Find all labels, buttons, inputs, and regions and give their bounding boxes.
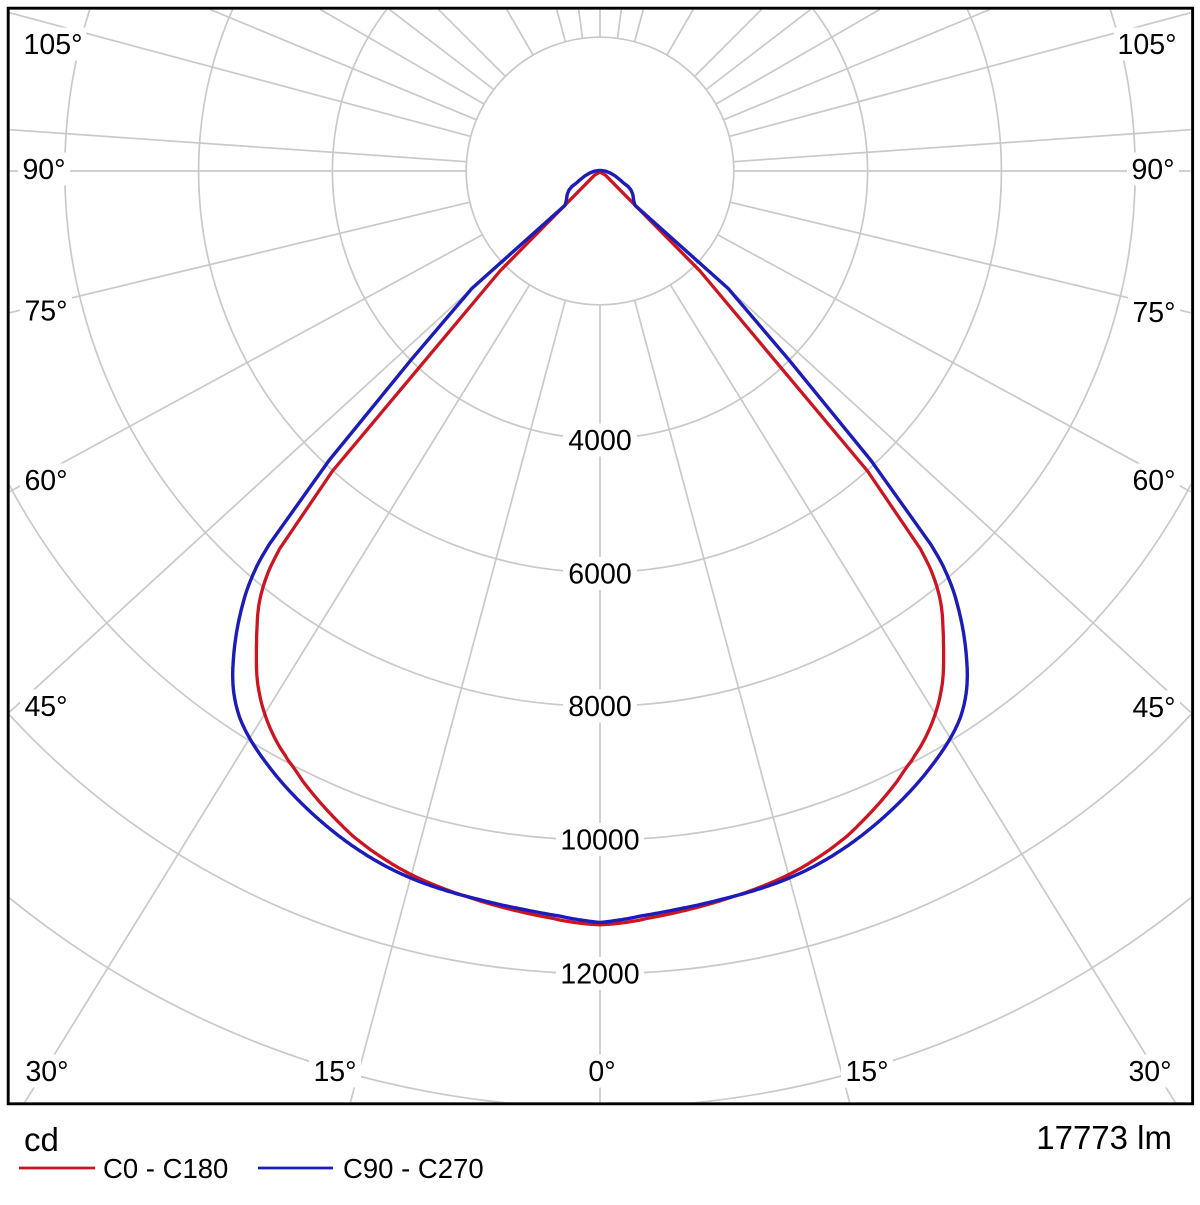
svg-text:15°: 15°	[845, 1056, 888, 1088]
svg-text:C90 - C270: C90 - C270	[343, 1153, 484, 1184]
svg-text:105°: 105°	[24, 29, 83, 61]
svg-text:4000: 4000	[568, 425, 631, 457]
svg-text:8000: 8000	[568, 691, 631, 723]
svg-text:17773 lm: 17773 lm	[1036, 1119, 1172, 1156]
svg-text:45°: 45°	[24, 691, 67, 723]
svg-text:30°: 30°	[1128, 1056, 1171, 1088]
svg-text:45°: 45°	[1132, 692, 1175, 724]
svg-text:6000: 6000	[568, 559, 631, 591]
svg-text:10000: 10000	[560, 825, 639, 857]
svg-text:90°: 90°	[1131, 154, 1174, 186]
svg-text:75°: 75°	[24, 296, 67, 328]
svg-text:90°: 90°	[22, 154, 65, 186]
svg-text:12000: 12000	[560, 959, 639, 991]
svg-text:105°: 105°	[1118, 29, 1177, 61]
svg-text:C0 - C180: C0 - C180	[103, 1153, 228, 1184]
svg-text:60°: 60°	[1132, 465, 1175, 497]
svg-text:60°: 60°	[24, 465, 67, 497]
svg-text:30°: 30°	[25, 1056, 68, 1088]
svg-text:15°: 15°	[313, 1056, 356, 1088]
svg-text:0°: 0°	[588, 1056, 615, 1088]
svg-text:75°: 75°	[1132, 297, 1175, 329]
svg-text:cd: cd	[24, 1121, 59, 1158]
